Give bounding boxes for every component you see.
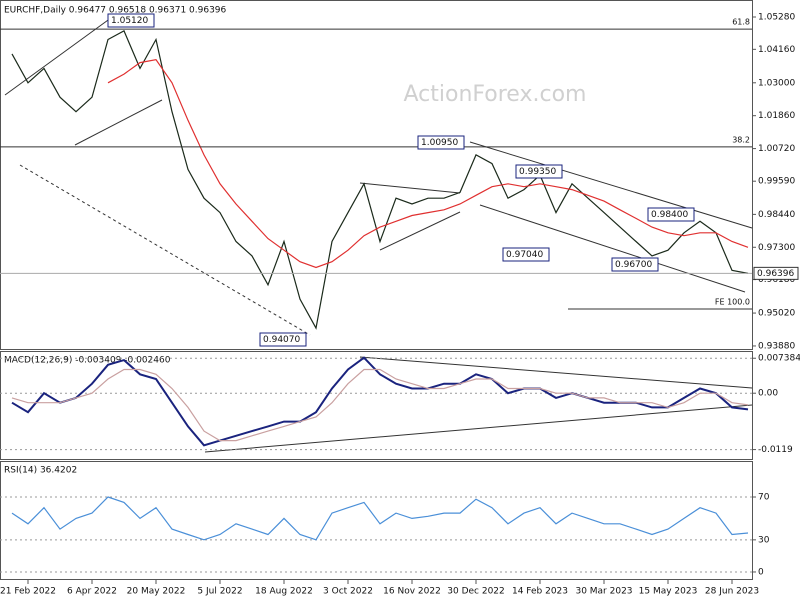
annotation: 0.99350 [519,167,556,177]
y-tick-label: 0.97300 [758,243,795,253]
annotation-box [417,135,465,150]
y-tick-label: 1.04160 [758,45,795,55]
annotation-box [259,332,307,347]
trendline [479,204,746,293]
macd-title: MACD(12,26,9) -0.003409 -0.002460 [4,356,171,366]
x-tick-label: 16 Nov 2022 [383,587,441,597]
y-tick-label: 70 [758,493,770,503]
rsi-title: RSI(14) 36.4202 [4,466,77,476]
x-tick-label: 6 Apr 2022 [67,587,117,597]
series-line [11,368,749,442]
trendline [19,164,311,336]
watermark: ActionForex.com [404,82,587,107]
trendline [359,356,753,389]
series-line [11,496,749,541]
trendline [4,14,116,96]
x-tick-label: 21 Feb 2022 [0,587,56,597]
series-line [11,30,749,330]
annotation: 1.00950 [421,138,458,148]
level-label: 61.8 [732,18,750,27]
x-tick-label: 30 Dec 2022 [447,587,505,597]
y-tick-label: 0.007384 [758,354,800,364]
y-tick-label: 1.03000 [758,78,795,88]
trendline [359,182,461,194]
annotation: 0.98400 [651,210,688,220]
annotation: 1.05120 [111,16,148,26]
x-tick-label: 3 Oct 2022 [323,587,373,597]
y-tick-label: 0.99590 [758,177,795,187]
y-tick-label: 0.95020 [758,309,795,319]
trendline [379,211,461,251]
x-tick-label: 20 May 2022 [127,587,186,597]
y-tick-label: 0.00 [758,389,778,399]
y-tick-label: 1.01860 [758,111,795,121]
x-tick-label: 18 Aug 2022 [255,587,313,597]
x-tick-label: 14 Feb 2023 [512,587,568,597]
trendline [469,141,753,229]
annotation: 0.96700 [615,260,652,270]
annotation-box [611,257,659,272]
y-tick-label: 0 [758,567,764,577]
series-line [107,59,749,269]
level-label: FE 100.0 [715,298,750,307]
level-label: 38.2 [732,135,750,144]
x-tick-label: 30 Mar 2023 [575,587,632,597]
annotation-box [515,164,563,179]
y-tick-label: 0.98440 [758,210,795,220]
annotation: 0.97040 [506,250,543,260]
trendlines [4,14,753,453]
x-tick-label: 15 May 2023 [639,587,698,597]
y-tick-label: 0.93880 [758,341,795,351]
rsi-frame [0,461,753,580]
y-tick-label: 1.05280 [758,13,795,23]
current-label: 0.96396 [757,269,794,279]
y-tick-label: 1.00720 [758,144,795,154]
trendline [74,99,163,146]
annotation-box [107,13,155,28]
price-frame [0,0,753,350]
annotation-box [647,207,695,222]
x-tick-label: 28 Jun 2023 [705,587,759,597]
x-tick-label: 5 Jul 2022 [197,587,242,597]
y-tick-label: -0.0119 [758,445,793,455]
trendline [204,404,753,453]
price-title: EURCHF,Daily 0.96477 0.96518 0.96371 0.9… [4,6,227,16]
annotation: 0.94070 [263,335,300,345]
y-tick-label: 30 [758,535,770,545]
current-box [753,266,799,280]
macd-frame [0,351,753,460]
annotation-box [502,247,550,262]
y-tick-label: 0.96180 [758,275,795,285]
